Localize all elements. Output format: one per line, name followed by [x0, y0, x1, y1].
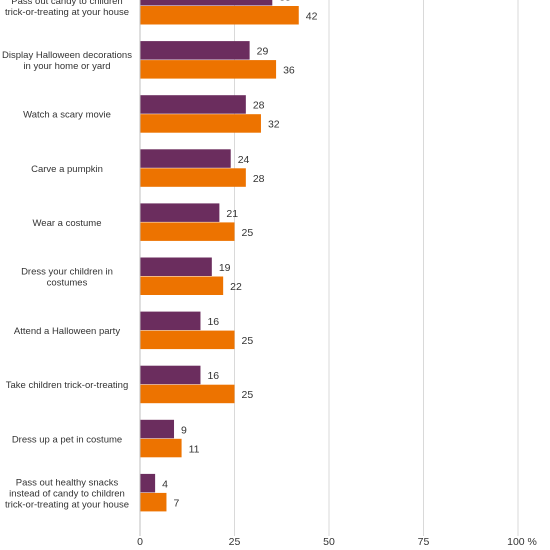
- data-label-series2-6: 25: [242, 335, 254, 347]
- data-label-series2-5: 22: [230, 281, 242, 293]
- x-tick-label-100: 100 %: [507, 536, 537, 548]
- data-label-series2-9: 7: [173, 497, 179, 509]
- x-tick-label-0: 0: [137, 536, 143, 548]
- bars: [140, 0, 299, 512]
- data-label-series2-1: 36: [283, 65, 295, 77]
- category-label-1: Display Halloween decorations in your hom…: [2, 50, 132, 72]
- bar-series2-8: [140, 438, 182, 458]
- bar-series2-7: [140, 384, 235, 404]
- bar-series1-0: [140, 0, 273, 6]
- bar-series2-5: [140, 276, 224, 295]
- bar-series2-4: [140, 222, 235, 241]
- bar-series1-1: [140, 41, 250, 60]
- labels: 35 42 Pass out candy to childrentrick-or-t…: [2, 0, 318, 510]
- data-label-series2-3: 28: [253, 173, 265, 185]
- bar-series1-5: [140, 257, 212, 276]
- bar-series2-9: [140, 492, 167, 512]
- data-label-series2-0: 42: [306, 11, 318, 23]
- data-label-series1-0: 35: [279, 0, 291, 4]
- bar-series1-8: [140, 419, 175, 439]
- bar-series2-1: [140, 60, 277, 79]
- data-label-series1-3: 24: [238, 154, 250, 166]
- data-label-series1-9: 4: [162, 478, 168, 490]
- bar-series2-0: [140, 6, 299, 25]
- category-label-6: Attend a Halloween party: [14, 326, 120, 337]
- bar-series2-3: [140, 168, 246, 187]
- data-label-series2-4: 25: [242, 227, 254, 239]
- category-label-9: Pass out healthy snacks instead of candy …: [5, 477, 129, 510]
- bar-series2-6: [140, 330, 235, 350]
- category-label-2: Watch a scary movie: [23, 110, 111, 121]
- category-label-0: Pass out candy to children trick-or-treat…: [5, 0, 129, 18]
- data-label-series2-2: 32: [268, 119, 280, 131]
- bar-series2-2: [140, 114, 261, 133]
- x-tick-label-75: 75: [418, 536, 430, 548]
- data-label-series1-6: 16: [207, 316, 219, 328]
- category-label-8: Dress up a pet in costume: [12, 434, 122, 445]
- gridlines: [234, 0, 519, 536]
- data-label-series2-8: 11: [189, 443, 200, 455]
- bar-series1-7: [140, 365, 201, 385]
- category-label-3: Carve a pumpkin: [31, 164, 103, 175]
- data-label-series1-4: 21: [226, 208, 238, 220]
- category-label-4: Wear a costume: [33, 218, 102, 229]
- x-axis: 0 25 50 75 100 %: [137, 0, 537, 548]
- bar-series1-4: [140, 203, 220, 222]
- bar-series1-9: [140, 473, 156, 493]
- data-label-series2-7: 25: [242, 389, 254, 401]
- category-label-5: Dress your children in costumes: [21, 267, 113, 289]
- x-tick-label-25: 25: [229, 536, 241, 548]
- data-label-series1-8: 9: [181, 424, 187, 436]
- data-label-series1-1: 29: [257, 46, 269, 58]
- bar-series1-2: [140, 95, 246, 114]
- bar-series1-6: [140, 311, 201, 331]
- category-label-7: Take children trick-or-treating: [6, 380, 129, 391]
- data-label-series1-7: 16: [207, 370, 219, 382]
- bar-series1-3: [140, 149, 231, 168]
- data-label-series1-2: 28: [253, 100, 265, 112]
- x-tick-label-50: 50: [323, 536, 335, 548]
- data-label-series1-5: 19: [219, 262, 231, 274]
